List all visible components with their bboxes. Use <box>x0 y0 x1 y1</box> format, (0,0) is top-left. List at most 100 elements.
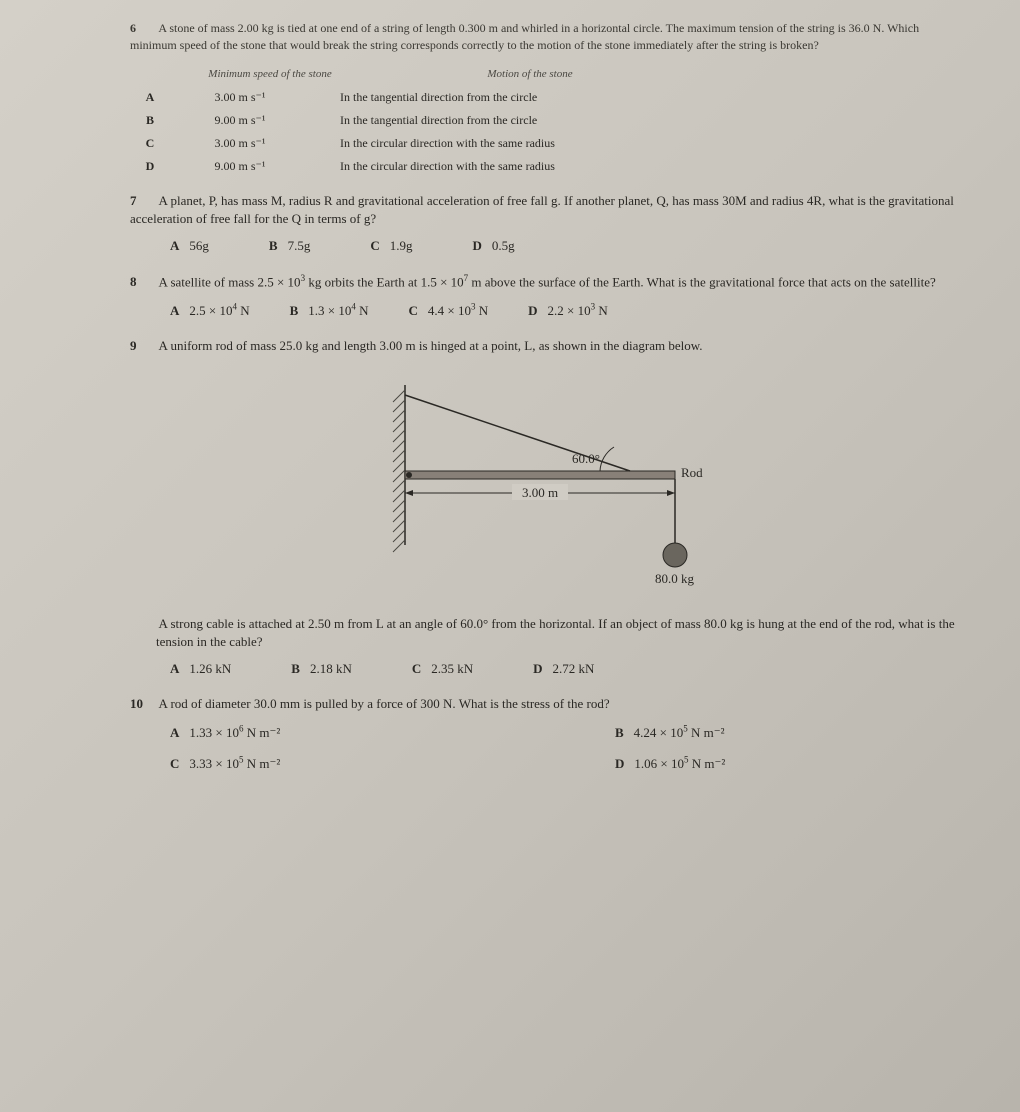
option-speed: 3.00 m s⁻¹ <box>170 90 310 105</box>
q8-text: 8 A satellite of mass 2.5 × 103 kg orbit… <box>130 272 960 292</box>
option: A 2.5 × 104 N <box>170 301 250 318</box>
option-letter: B <box>291 661 300 676</box>
q10-options: A 1.33 × 106 N m⁻² B 4.24 × 105 N m⁻² C 3.33 … <box>130 724 960 773</box>
option-letter: D <box>130 159 170 174</box>
q9-body2: A strong cable is attached at 2.50 m fro… <box>156 616 955 649</box>
option-value: 2.72 kN <box>553 661 595 676</box>
option-letter: A <box>170 303 179 318</box>
option-speed: 9.00 m s⁻¹ <box>170 113 310 128</box>
q6-body: A stone of mass 2.00 kg is tied at one e… <box>130 21 919 52</box>
q7-body: A planet, P, has mass M, radius R and gr… <box>130 193 954 226</box>
option-letter: C <box>412 661 421 676</box>
q7-number: 7 <box>130 192 156 210</box>
option: A 56g <box>170 238 209 254</box>
option-speed: 3.00 m s⁻¹ <box>170 136 310 151</box>
option-value: 2.5 × 104 N <box>189 303 249 318</box>
option: D 1.06 × 105 N m⁻² <box>615 755 960 772</box>
svg-text:3.00 m: 3.00 m <box>522 485 558 500</box>
q6-option-row: C 3.00 m s⁻¹ In the circular direction w… <box>130 136 960 151</box>
q9-number: 9 <box>130 337 156 355</box>
option: C 3.33 × 105 N m⁻² <box>170 755 515 772</box>
q10-number: 10 <box>130 695 156 713</box>
option-letter: C <box>370 238 379 253</box>
option-motion: In the tangential direction from the cir… <box>310 90 960 105</box>
q8-number: 8 <box>130 273 156 291</box>
q8-body-3: m above the surface of the Earth. What i… <box>468 274 936 289</box>
option-value: 7.5g <box>288 238 311 253</box>
option: C 1.9g <box>370 238 412 254</box>
q9-diagram: 60.0° Rod 3.00 m 80.0 kg <box>345 375 745 595</box>
option: B 7.5g <box>269 238 310 254</box>
q6-header-motion: Motion of the stone <box>380 68 680 80</box>
q9-diagram-container: 60.0° Rod 3.00 m 80.0 kg <box>130 375 960 595</box>
option-value: 2.2 × 103 N <box>548 303 608 318</box>
option-speed: 9.00 m s⁻¹ <box>170 159 310 174</box>
option-motion: In the tangential direction from the cir… <box>310 113 960 128</box>
option-value: 56g <box>189 238 209 253</box>
option: A 1.26 kN <box>170 661 231 677</box>
option-value: 2.35 kN <box>431 661 473 676</box>
q7-text: 7 A planet, P, has mass M, radius R and … <box>130 192 960 228</box>
option-letter: D <box>615 756 624 771</box>
q8-body-1: A satellite of mass 2.5 × 10 <box>159 274 301 289</box>
option: C 2.35 kN <box>412 661 473 677</box>
option: D 2.2 × 103 N <box>528 301 608 318</box>
q6-text: 6 A stone of mass 2.00 kg is tied at one… <box>130 20 960 54</box>
option-value: 0.5g <box>492 238 515 253</box>
option: D 2.72 kN <box>533 661 594 677</box>
option-letter: B <box>269 238 278 253</box>
svg-text:80.0 kg: 80.0 kg <box>655 571 695 586</box>
option-letter: A <box>170 661 179 676</box>
option-letter: D <box>533 661 542 676</box>
question-8: 8 A satellite of mass 2.5 × 103 kg orbit… <box>130 272 960 319</box>
option-letter: D <box>472 238 481 253</box>
option: B 1.3 × 104 N <box>290 301 369 318</box>
question-7: 7 A planet, P, has mass M, radius R and … <box>130 192 960 254</box>
option: B 2.18 kN <box>291 661 352 677</box>
q8-body-2: kg orbits the Earth at 1.5 × 10 <box>305 274 464 289</box>
option-letter: A <box>170 725 179 740</box>
q6-option-row: A 3.00 m s⁻¹ In the tangential direction… <box>130 90 960 105</box>
q8-options: A 2.5 × 104 N B 1.3 × 104 N C 4.4 × 103 N D 2.2… <box>130 301 960 318</box>
option-value: 4.24 × 105 N m⁻² <box>634 725 725 740</box>
q9-text2: 9 A strong cable is attached at 2.50 m f… <box>130 615 960 651</box>
svg-text:60.0°: 60.0° <box>572 451 600 466</box>
option-value: 2.18 kN <box>310 661 352 676</box>
q9-body: A uniform rod of mass 25.0 kg and length… <box>159 338 703 353</box>
q9-text: 9 A uniform rod of mass 25.0 kg and leng… <box>130 337 960 355</box>
option-letter: A <box>130 90 170 105</box>
option-letter: C <box>170 756 179 771</box>
q6-number: 6 <box>130 20 156 37</box>
option-value: 1.9g <box>390 238 413 253</box>
q6-rows: A 3.00 m s⁻¹ In the tangential direction… <box>130 90 960 174</box>
option-letter: D <box>528 303 537 318</box>
option-motion: In the circular direction with the same … <box>310 136 960 151</box>
question-10: 10 A rod of diameter 30.0 mm is pulled b… <box>130 695 960 772</box>
option: A 1.33 × 106 N m⁻² <box>170 724 515 741</box>
q10-body: A rod of diameter 30.0 mm is pulled by a… <box>159 696 610 711</box>
q10-text: 10 A rod of diameter 30.0 mm is pulled b… <box>130 695 960 713</box>
option-letter: A <box>170 238 179 253</box>
option-value: 1.06 × 105 N m⁻² <box>634 756 725 771</box>
option: B 4.24 × 105 N m⁻² <box>615 724 960 741</box>
option-value: 1.3 × 104 N <box>308 303 368 318</box>
q7-options: A 56g B 7.5g C 1.9g D 0.5g <box>130 238 960 254</box>
svg-text:Rod: Rod <box>681 465 703 480</box>
option-value: 1.33 × 106 N m⁻² <box>189 725 280 740</box>
option-value: 1.26 kN <box>189 661 231 676</box>
q6-option-row: B 9.00 m s⁻¹ In the tangential direction… <box>130 113 960 128</box>
option-letter: C <box>409 303 418 318</box>
option-letter: B <box>290 303 299 318</box>
option: C 4.4 × 103 N <box>409 301 489 318</box>
q9-options: A 1.26 kN B 2.18 kN C 2.35 kN D 2.72 kN <box>130 661 960 677</box>
q6-header-speed: Minimum speed of the stone <box>180 68 360 80</box>
option-letter: B <box>130 113 170 128</box>
option-value: 4.4 × 103 N <box>428 303 488 318</box>
question-9: 9 A uniform rod of mass 25.0 kg and leng… <box>130 337 960 678</box>
option-motion: In the circular direction with the same … <box>310 159 960 174</box>
q6-table-headers: Minimum speed of the stone Motion of the… <box>130 68 960 80</box>
option-letter: C <box>130 136 170 151</box>
option-value: 3.33 × 105 N m⁻² <box>189 756 280 771</box>
question-6: 6 A stone of mass 2.00 kg is tied at one… <box>130 20 960 174</box>
option-letter: B <box>615 725 624 740</box>
